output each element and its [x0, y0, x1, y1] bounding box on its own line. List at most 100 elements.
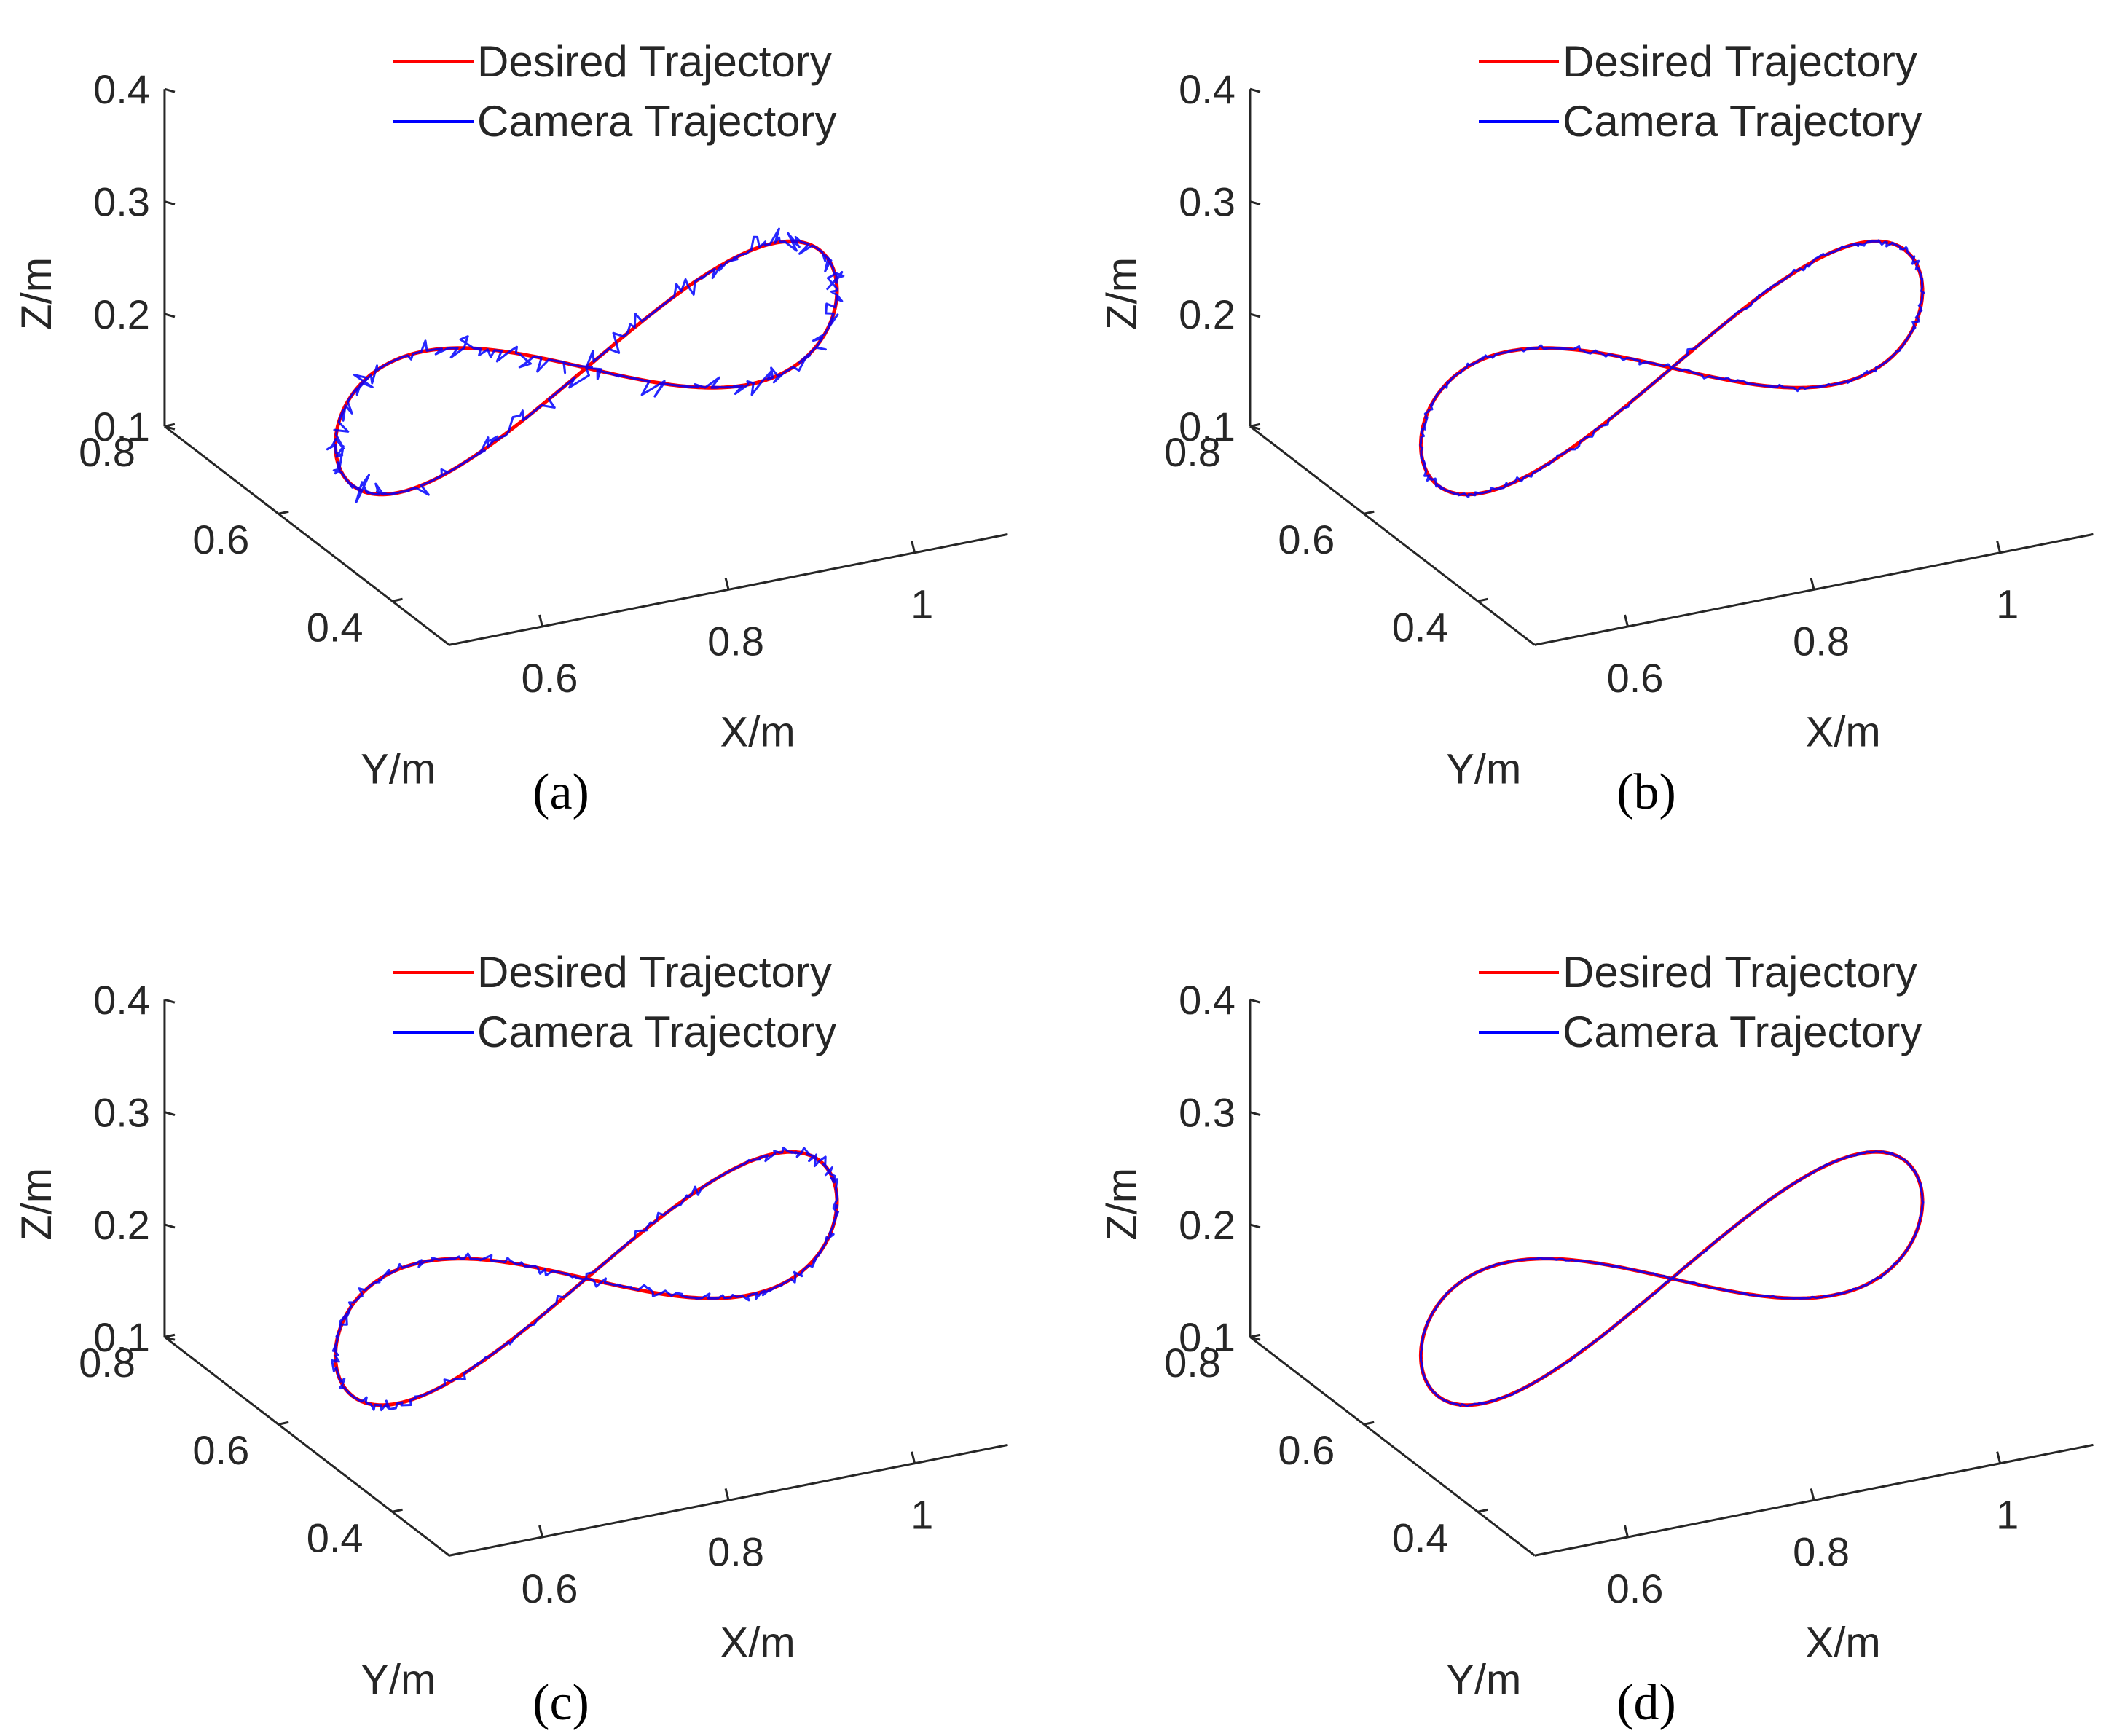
z-tick-label: 0.1 [93, 404, 150, 449]
x-tick-label: 0.8 [707, 618, 764, 664]
z-tick-mark [1249, 200, 1261, 206]
legend-desired-label: Desired Trajectory [1563, 948, 1917, 997]
x-tick-mark [911, 1451, 916, 1464]
x-tick-mark [1996, 541, 2002, 554]
z-tick-label: 0.4 [93, 977, 150, 1023]
camera-trajectory-line [331, 1146, 840, 1412]
z-tick-mark [1249, 87, 1261, 93]
chart-panel-d: 0.1 0.2 0.3 0.4 0.4 0.6 0.8 0.6 0.8 1 Z/m Y/m X/m Des… [1099, 948, 2094, 1731]
z-tick-label: 0.2 [93, 1202, 150, 1248]
camera-trajectory-line [1419, 239, 1925, 498]
y-tick-mark [164, 1333, 176, 1338]
camera-trajectory-line [1419, 1150, 1925, 1407]
x-axis-label: X/m [720, 1619, 795, 1666]
chart-panel-c: 0.1 0.2 0.3 0.4 0.4 0.6 0.8 0.6 0.8 1 Z/m Y/m X/m Des… [13, 948, 1008, 1731]
y-tick-label: 0.6 [1278, 1427, 1335, 1473]
y-axis-line [1249, 425, 1536, 646]
z-tick-label: 0.4 [93, 66, 150, 112]
z-tick-mark [164, 200, 176, 206]
z-tick-mark [164, 1223, 176, 1229]
x-tick-label: 1 [1996, 1492, 2019, 1538]
x-tick-mark [1810, 1488, 1815, 1501]
z-tick-label: 0.2 [1179, 1202, 1235, 1248]
x-tick-mark [911, 541, 916, 554]
x-axis-label: X/m [1806, 708, 1881, 755]
y-axis-label: Y/m [361, 745, 436, 793]
y-tick-mark [1363, 510, 1375, 515]
x-tick-label: 0.6 [522, 655, 578, 701]
x-tick-label: 0.6 [522, 1566, 578, 1611]
panel-caption: (b) [1616, 764, 1676, 820]
x-tick-label: 1 [911, 1492, 933, 1538]
panel-caption: (a) [533, 764, 589, 820]
x-tick-mark [1624, 614, 1629, 627]
y-axis-line [164, 425, 450, 646]
z-tick-mark [1249, 998, 1261, 1004]
y-tick-label: 0.8 [1164, 1340, 1221, 1386]
z-tick-label: 0.2 [93, 291, 150, 337]
x-tick-mark [1810, 577, 1815, 590]
legend-camera-label: Camera Trajectory [1563, 1008, 1922, 1056]
x-tick-mark [1996, 1451, 2002, 1464]
y-tick-label: 0.8 [79, 1340, 135, 1386]
z-tick-label: 0.3 [93, 1090, 150, 1136]
y-tick-label: 0.4 [307, 604, 364, 650]
z-axis-label: Z/m [13, 1168, 60, 1241]
z-tick-label: 0.2 [1179, 291, 1235, 337]
z-tick-mark [1249, 313, 1261, 318]
x-tick-mark [724, 1488, 730, 1501]
x-tick-label: 0.6 [1607, 655, 1664, 701]
x-tick-label: 0.8 [707, 1528, 764, 1574]
x-axis-label: X/m [720, 708, 795, 755]
z-tick-label: 0.3 [1179, 179, 1235, 225]
x-tick-mark [724, 577, 730, 590]
x-tick-label: 0.6 [1607, 1566, 1664, 1611]
y-tick-mark [1477, 597, 1488, 602]
y-axis-label: Y/m [361, 1656, 436, 1703]
y-tick-mark [164, 423, 176, 428]
x-tick-mark [538, 1525, 543, 1538]
y-tick-label: 0.4 [1392, 604, 1449, 650]
z-tick-mark [164, 1111, 176, 1117]
x-tick-label: 1 [911, 581, 933, 627]
y-tick-mark [1249, 1333, 1261, 1338]
z-axis-label: Z/m [1099, 1168, 1146, 1241]
legend-camera-label: Camera Trajectory [477, 1008, 836, 1056]
x-tick-label: 1 [1996, 581, 2019, 627]
y-tick-mark [392, 1508, 403, 1513]
y-tick-mark [1249, 423, 1261, 428]
x-axis-label: X/m [1806, 1619, 1881, 1666]
z-axis-label: Z/m [13, 257, 60, 330]
x-tick-mark [1624, 1525, 1629, 1538]
y-tick-mark [278, 1421, 289, 1426]
z-axis-label: Z/m [1099, 257, 1146, 330]
y-tick-label: 0.6 [192, 1427, 249, 1473]
panel-caption: (d) [1616, 1675, 1676, 1731]
y-tick-label: 0.8 [1164, 429, 1221, 475]
legend-desired-label: Desired Trajectory [1563, 37, 1917, 86]
z-tick-label: 0.1 [1179, 404, 1235, 449]
x-tick-label: 0.8 [1793, 1528, 1850, 1574]
z-tick-mark [164, 87, 176, 93]
y-tick-label: 0.8 [79, 429, 135, 475]
legend-desired-label: Desired Trajectory [477, 37, 832, 86]
z-tick-label: 0.1 [1179, 1314, 1235, 1360]
chart-panel-a: 0.1 0.2 0.3 0.4 0.4 0.6 0.8 0.6 0.8 1 Z/m Y/m X/m Des… [13, 37, 1008, 820]
z-tick-label: 0.4 [1179, 977, 1235, 1023]
y-axis-label: Y/m [1446, 745, 1521, 793]
z-tick-mark [1249, 1111, 1261, 1117]
y-axis-label: Y/m [1446, 1656, 1521, 1703]
z-tick-label: 0.4 [1179, 66, 1235, 112]
legend-camera-label: Camera Trajectory [477, 97, 836, 146]
camera-trajectory-line [326, 227, 845, 503]
x-tick-label: 0.8 [1793, 618, 1850, 664]
y-tick-mark [392, 597, 403, 602]
y-tick-label: 0.6 [192, 517, 249, 562]
z-tick-label: 0.3 [93, 179, 150, 225]
y-tick-mark [1477, 1508, 1488, 1513]
legend-camera-label: Camera Trajectory [1563, 97, 1922, 146]
y-tick-mark [278, 510, 289, 515]
x-tick-mark [538, 614, 543, 627]
z-tick-mark [1249, 1223, 1261, 1229]
